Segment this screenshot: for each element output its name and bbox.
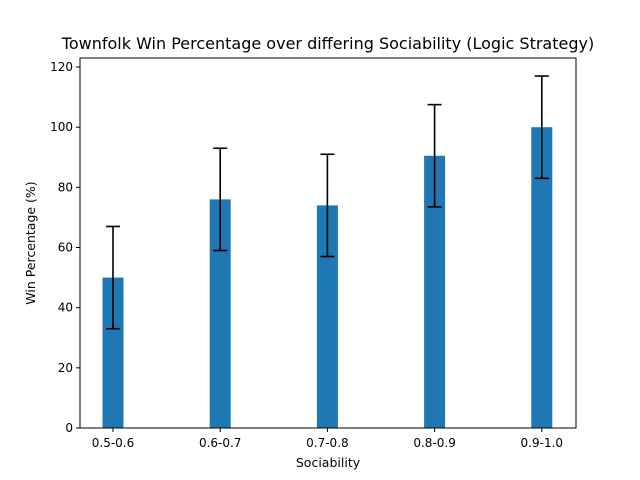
x-tick-label: 0.8-0.9 [413, 436, 456, 450]
error-bar-0.9-1.0 [534, 75, 549, 180]
error-bar-0.6-0.7 [213, 147, 228, 252]
error-bar-0.7-0.8 [320, 153, 335, 258]
bar-0.8-0.9 [424, 155, 446, 428]
y-axis: 0 20 40 60 80 100 120 [50, 60, 80, 435]
y-tick-label: 60 [58, 241, 73, 255]
plot-frame [79, 57, 577, 429]
x-axis: 0.5-0.6 0.6-0.7 0.7-0.8 0.8-0.9 0.9-1.0 [92, 428, 563, 450]
bar-0.6-0.7 [209, 199, 231, 428]
error-bar-0.8-0.9 [427, 103, 442, 208]
x-tick-label: 0.5-0.6 [92, 436, 135, 450]
y-tick-label: 100 [50, 120, 73, 134]
y-tick-label: 20 [58, 361, 73, 375]
chart-title: Townfolk Win Percentage over differing S… [61, 34, 594, 53]
y-tick-label: 120 [50, 60, 73, 74]
error-bars-group [106, 75, 549, 330]
bars-group [102, 127, 553, 429]
y-axis-label: Win Percentage (%) [23, 181, 38, 304]
x-tick-label: 0.7-0.8 [306, 436, 349, 450]
bar-0.9-1.0 [531, 127, 553, 429]
bar-0.7-0.8 [316, 205, 338, 428]
y-tick-label: 40 [58, 301, 73, 315]
x-axis-label: Sociability [296, 455, 361, 470]
x-tick-label: 0.9-1.0 [521, 436, 564, 450]
error-bar-0.5-0.6 [106, 225, 120, 330]
bar-0.5-0.6 [102, 277, 124, 428]
y-tick-label: 80 [58, 180, 73, 194]
y-tick-label: 0 [65, 421, 73, 435]
x-tick-label: 0.6-0.7 [199, 436, 242, 450]
